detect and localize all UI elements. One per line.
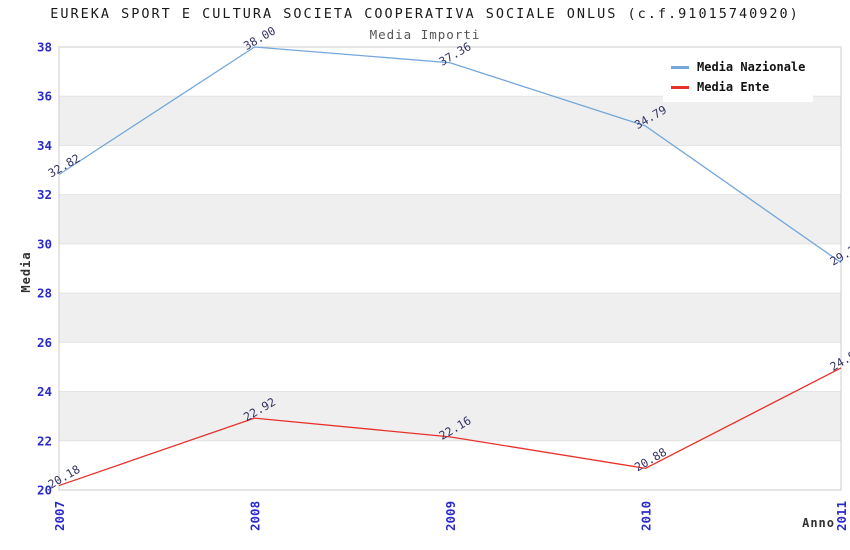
x-tick-label: 2007 — [52, 501, 67, 531]
legend-label: Media Ente — [697, 80, 770, 94]
y-tick-label: 22 — [37, 433, 52, 448]
y-tick-label: 20 — [37, 483, 52, 498]
point-value-label: 20.18 — [46, 462, 83, 491]
grid-band — [59, 391, 841, 441]
y-tick-label: 32 — [37, 187, 52, 202]
y-tick-label: 36 — [37, 89, 52, 104]
point-value-label: 24.96 — [828, 344, 850, 373]
chart-title: EUREKA SPORT E CULTURA SOCIETA COOPERATI… — [50, 6, 800, 22]
grid-band — [59, 293, 841, 343]
x-tick-label: 2008 — [248, 501, 263, 531]
y-tick-label: 24 — [37, 384, 52, 399]
point-value-label: 20.88 — [632, 445, 669, 474]
series-line-media-ente — [58, 367, 842, 487]
point-value-label: 32.82 — [46, 151, 83, 180]
x-tick-label: 2009 — [443, 501, 458, 531]
y-tick-label: 34 — [37, 138, 52, 153]
y-tick-label: 26 — [37, 335, 52, 350]
legend-label: Media Nazionale — [697, 60, 806, 74]
legend-line-swatch-blue — [671, 65, 689, 69]
grid-band — [59, 194, 841, 244]
grid-band — [59, 96, 841, 146]
x-axis-title: Anno — [802, 516, 835, 530]
chart-subtitle: Media Importi — [369, 27, 481, 42]
y-axis-title: Media — [19, 251, 33, 293]
x-tick-label: 2010 — [639, 501, 654, 531]
y-tick-label: 28 — [37, 286, 52, 301]
legend-line-swatch-red — [671, 85, 689, 89]
x-tick-label: 2011 — [834, 501, 849, 531]
y-tick-label: 38 — [37, 40, 52, 55]
legend-item-media-nazionale: Media Nazionale — [671, 60, 813, 74]
y-tick-label: 30 — [37, 236, 52, 251]
series-line-media-nazionale — [58, 46, 842, 264]
plot-border — [58, 46, 842, 491]
legend-item-media-ente: Media Ente — [671, 80, 813, 94]
legend: Media Nazionale Media Ente — [663, 52, 813, 102]
